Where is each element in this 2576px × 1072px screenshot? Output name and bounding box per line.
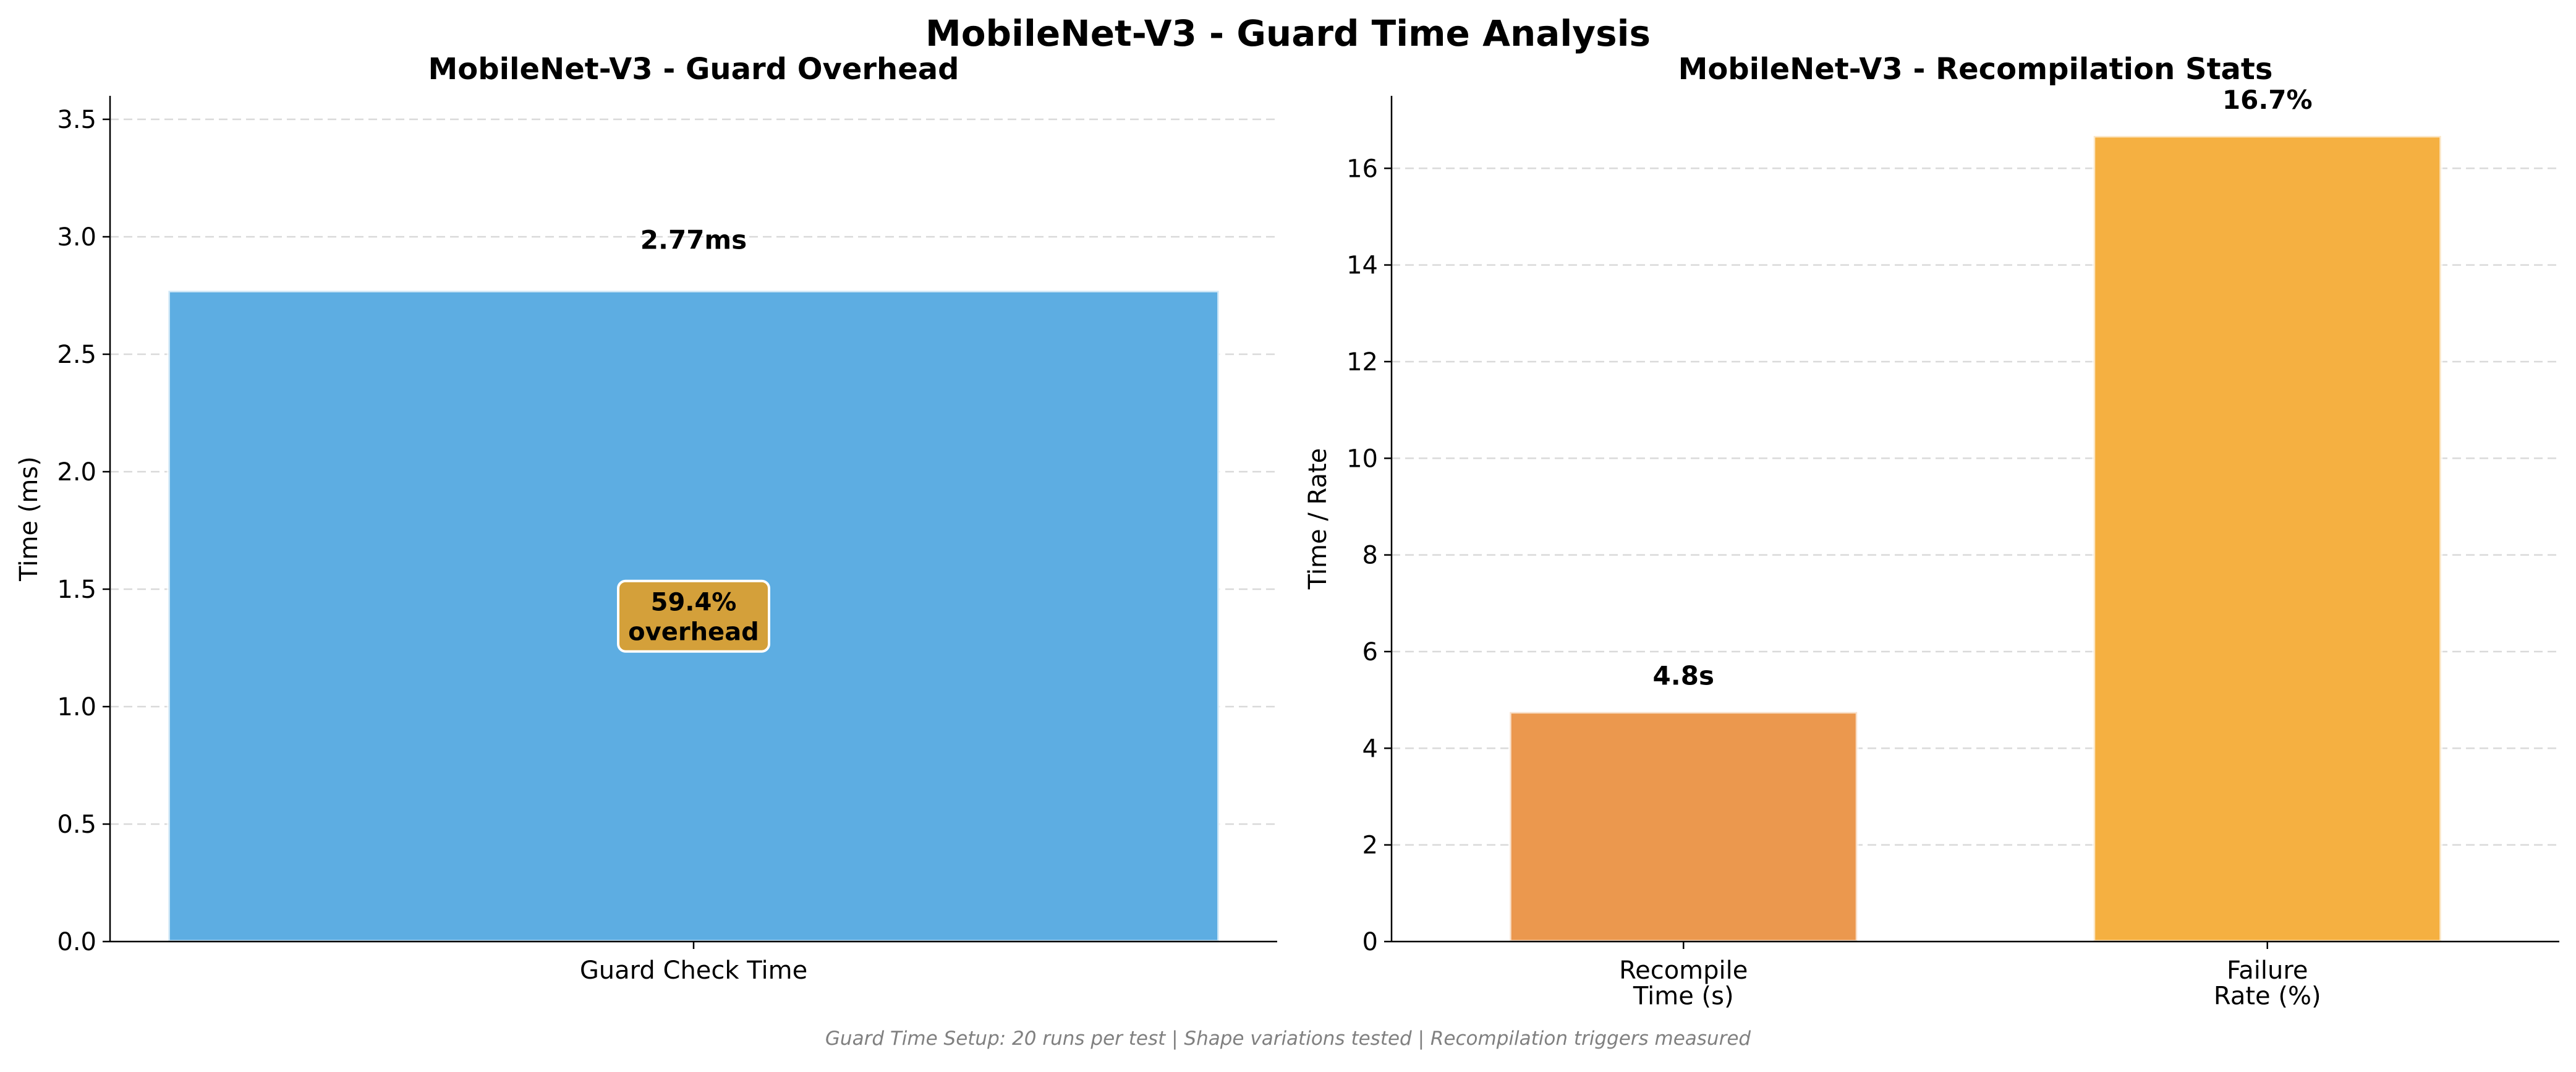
y-tick-label: 2 bbox=[1362, 832, 1378, 860]
panel-title: MobileNet-V3 - Guard Overhead bbox=[428, 52, 959, 87]
y-tick-label: 8 bbox=[1362, 542, 1378, 570]
y-tick-label: 0.0 bbox=[57, 928, 96, 956]
y-tick-label: 3.5 bbox=[57, 106, 96, 134]
y-tick-label: 3.0 bbox=[57, 223, 96, 252]
y-tick-label: 2.5 bbox=[57, 341, 96, 369]
x-tick-label: Guard Check Time bbox=[580, 956, 807, 985]
y-tick-label: 0 bbox=[1362, 928, 1378, 956]
y-tick-label: 6 bbox=[1362, 638, 1378, 666]
y-tick-label: 4 bbox=[1362, 734, 1378, 763]
footnote: Guard Time Setup: 20 runs per test | Sha… bbox=[825, 1027, 1751, 1050]
bar-value-label: 2.77ms bbox=[640, 224, 747, 255]
bar-failure-rate bbox=[2092, 134, 2443, 943]
bar-recompile-time-s bbox=[1508, 710, 1859, 943]
figure-title: MobileNet-V3 - Guard Time Analysis bbox=[925, 12, 1651, 54]
y-tick-label: 0.5 bbox=[57, 810, 96, 839]
guard-overhead-panel: 2.77ms 0.0 0.5 1.0 1.5 2.0 2.5 3.0 3.5 Guard Chec… bbox=[15, 52, 1277, 985]
bar-value-label: 16.7% bbox=[2222, 85, 2313, 115]
y-tick-label: 2.0 bbox=[57, 458, 96, 487]
y-tick-label: 1.0 bbox=[57, 693, 96, 721]
bar-value-label: 4.8s bbox=[1653, 661, 1714, 691]
recompilation-stats-panel: 4.8s 16.7% 0 2 4 6 8 10 12 14 16 Recompile Time (s) F… bbox=[1304, 52, 2559, 1010]
overhead-annotation-box bbox=[617, 579, 770, 653]
y-tick-label: 12 bbox=[1346, 348, 1378, 376]
y-tick-label: 10 bbox=[1346, 445, 1378, 473]
y-tick-label: 16 bbox=[1346, 155, 1378, 183]
y-axis-label: Time / Rate bbox=[1304, 448, 1332, 590]
x-tick-label: Recompile Time (s) bbox=[1619, 956, 1748, 1010]
x-tick-label: Failure Rate (%) bbox=[2214, 956, 2321, 1010]
y-tick-label: 14 bbox=[1346, 252, 1378, 280]
y-tick-label: 1.5 bbox=[57, 576, 96, 604]
y-axis-label: Time (ms) bbox=[15, 456, 43, 582]
overhead-annotation-text: 59.4% overhead bbox=[628, 589, 759, 647]
panel-title: MobileNet-V3 - Recompilation Stats bbox=[1678, 52, 2273, 87]
